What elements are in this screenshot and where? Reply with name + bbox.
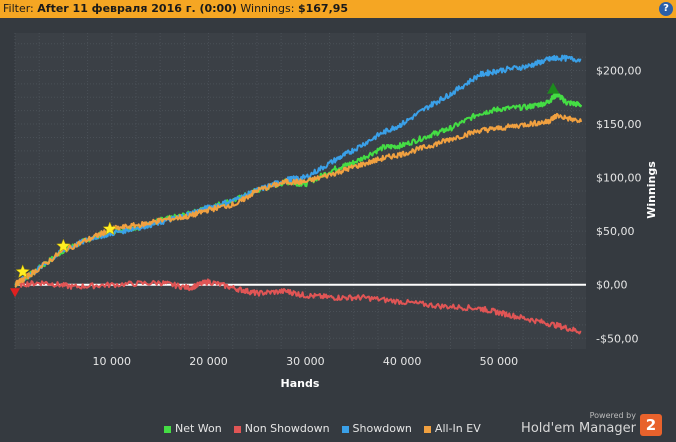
star-marker [15,264,31,279]
legend-item-allin-ev[interactable]: All-In EV [423,422,481,435]
legend-swatch [164,425,171,433]
legend-swatch [341,425,349,433]
legend-swatch [423,425,431,433]
legend: Net Won Non Showdown Showdown All-In EV [164,422,481,435]
star-marker [56,238,71,253]
legend-item-showdown[interactable]: Showdown [341,422,412,435]
winnings-label: Winnings: [240,2,295,15]
x-tick-label: 30 000 [286,355,325,368]
x-tick-label: 20 000 [189,355,228,368]
brand-name: Hold'em Manager [521,421,636,436]
x-tick-label: 10 000 [93,355,132,368]
y-tick-label: $50,00 [596,225,635,238]
series-line-non-showdown [14,278,582,335]
legend-item-net-won[interactable]: Net Won [164,422,222,435]
hm2-logo-icon: 2 [640,414,662,436]
triangle-down-marker [10,288,20,298]
legend-label: Net Won [175,422,222,435]
filter-prefix: Filter: [3,2,34,15]
filter-bar: Filter: After 11 февраля 2016 г. (0:00) … [0,0,676,18]
tick-labels: 10 000 20 000 30 000 40 000 50 000 $200,00 $15… [93,64,642,368]
legend-label: All-In EV [434,422,481,435]
x-axis-label: Hands [281,377,320,390]
legend-item-non-showdown[interactable]: Non Showdown [233,422,330,435]
y-tick-label: -$50,00 [596,332,638,345]
legend-label: Showdown [352,422,412,435]
help-icon[interactable]: ? [659,2,673,16]
x-tick-label: 40 000 [383,355,422,368]
legend-label: Non Showdown [244,422,330,435]
y-tick-label: $150,00 [596,118,642,131]
triangle-up-marker [547,82,560,94]
powered-by-label: Powered by [589,411,636,420]
x-tick-label: 50 000 [480,355,519,368]
star-marker [102,221,118,236]
winnings-chart: 10 000 20 000 30 000 40 000 50 000 $200,00 $15… [10,33,658,390]
filter-value[interactable]: After 11 февраля 2016 г. (0:00) [37,2,237,15]
y-tick-label: $200,00 [596,64,642,77]
y-axis-label: Winnings [645,161,658,219]
winnings-value: $167,95 [297,2,349,15]
y-tick-label: $0,00 [596,279,628,292]
legend-swatch [233,425,241,433]
markers [10,82,560,298]
y-tick-label: $100,00 [596,172,642,185]
